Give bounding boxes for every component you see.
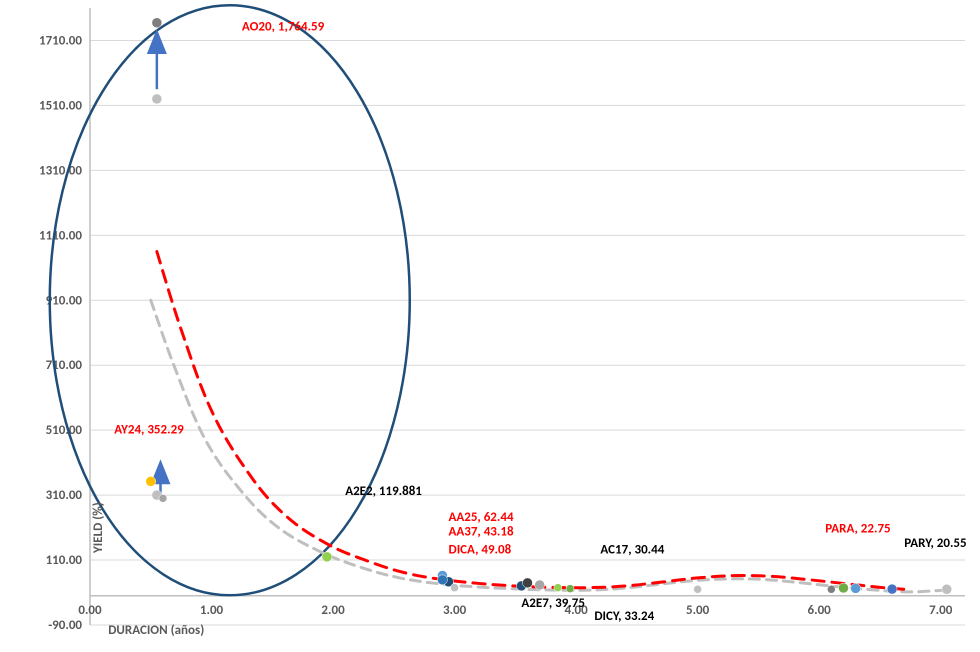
data-label: PARA, 22.75: [825, 521, 890, 536]
data-point: [566, 585, 574, 593]
x-tick-label: 2.00: [321, 603, 345, 618]
trend-line-grey: [151, 300, 947, 592]
x-axis-title: DURACION (años): [108, 623, 204, 638]
data-point: [838, 583, 848, 593]
data-point: [159, 494, 167, 502]
data-point: [523, 578, 533, 588]
data-label: PARY, 20.55: [904, 536, 966, 551]
data-point: [152, 18, 162, 28]
y-tick-label: 510.00: [46, 423, 83, 438]
data-point: [451, 584, 459, 592]
data-point: [322, 552, 332, 562]
data-label: AO20, 1,764.59: [242, 20, 325, 35]
x-tick-label: 1.00: [200, 603, 224, 618]
data-label: DICY, 33.24: [594, 609, 654, 624]
data-point: [152, 94, 162, 104]
data-point: [554, 584, 562, 592]
x-tick-label: 3.00: [443, 603, 467, 618]
x-tick-label: 6.00: [808, 603, 832, 618]
x-tick-label: 7.00: [929, 603, 953, 618]
y-tick-label: 1310.00: [39, 163, 82, 178]
chart-svg: -90.00 110.00 310.00 510.00 710.00 910.00 1110…: [0, 0, 980, 652]
data-label: AY24, 352.29: [114, 422, 184, 437]
y-tick-label: 1110.00: [39, 228, 82, 243]
data-point: [942, 584, 952, 594]
data-label: A2E7, 39.75: [521, 596, 585, 611]
yield-duration-scatter-chart: -90.00 110.00 310.00 510.00 710.00 910.00 1110…: [0, 0, 980, 652]
data-point: [694, 585, 702, 593]
data-point: [437, 575, 447, 585]
y-tick-label: 910.00: [46, 293, 83, 308]
y-tick-label: 110.00: [46, 553, 83, 568]
x-tick-label: 5.00: [686, 603, 710, 618]
trend-line-red: [157, 252, 904, 590]
y-tick-label: -90.00: [48, 618, 82, 633]
data-label: AA25, 62.44: [449, 510, 514, 525]
data-point: [887, 584, 897, 594]
y-axis-title: YIELD (%): [91, 502, 106, 554]
data-point: [535, 580, 545, 590]
data-label: A2E2, 119.881: [345, 484, 422, 499]
data-label: DICA, 49.08: [449, 543, 512, 558]
data-label: AA37, 43.18: [449, 525, 514, 540]
y-tick-label: 1710.00: [39, 33, 82, 48]
data-point: [851, 583, 861, 593]
y-tick-label: 710.00: [46, 358, 83, 373]
y-tick-label: 310.00: [46, 488, 83, 503]
x-tick-label: 0.00: [78, 603, 102, 618]
y-tick-label: 1510.00: [39, 98, 82, 113]
data-label: AC17, 30.44: [600, 543, 664, 558]
data-point: [146, 476, 156, 486]
data-point: [827, 585, 835, 593]
